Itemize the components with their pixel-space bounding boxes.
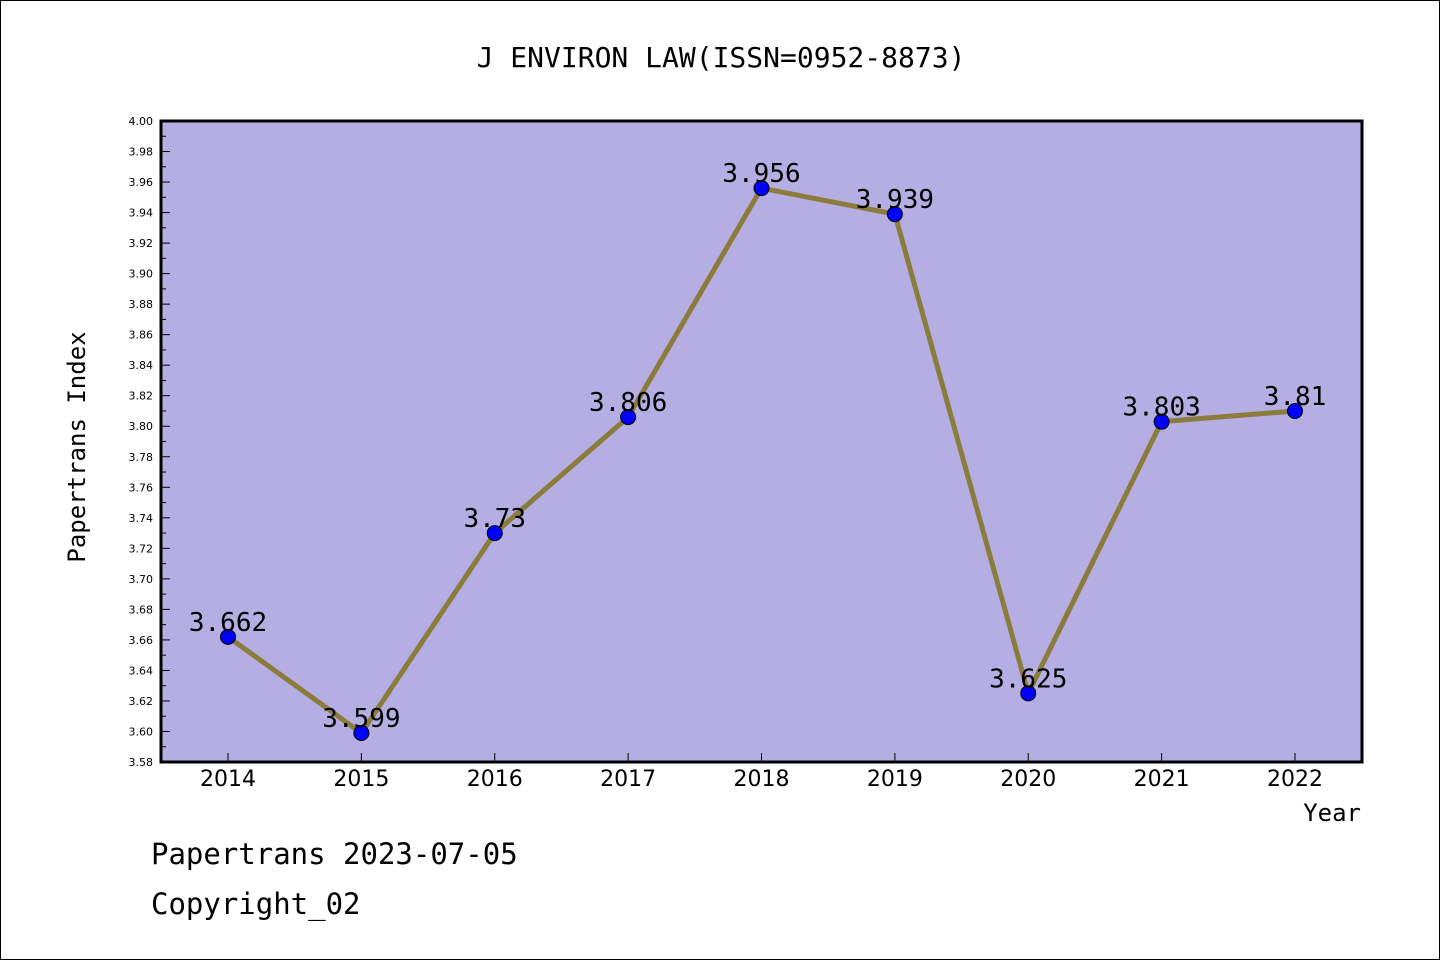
footer-date: Papertrans 2023-07-05 xyxy=(151,837,518,871)
data-point xyxy=(220,628,236,645)
data-label: 3.939 xyxy=(856,185,934,215)
data-label: 3.956 xyxy=(722,159,800,189)
y-tick-label: 3.84 xyxy=(129,359,154,372)
y-tick-label: 3.70 xyxy=(129,573,154,586)
data-label: 3.803 xyxy=(1122,393,1200,423)
footer-copyright: Copyright_02 xyxy=(151,887,361,921)
x-tick-label: 2019 xyxy=(867,767,923,792)
y-tick-label: 3.92 xyxy=(129,237,154,250)
y-tick-label: 3.78 xyxy=(129,451,154,464)
data-label: 3.599 xyxy=(322,704,400,734)
x-axis: 2014 2015 2016 2017 2018 2019 2020 2021 2022 xyxy=(200,753,1323,792)
data-label: 3.625 xyxy=(989,664,1067,694)
data-label: 3.662 xyxy=(189,608,267,638)
series-markers xyxy=(220,180,1303,742)
y-tick-label: 3.72 xyxy=(129,542,154,555)
x-axis-label: Year xyxy=(1303,799,1361,827)
y-tick-label: 3.96 xyxy=(129,176,154,189)
data-point xyxy=(886,206,903,223)
y-tick-label: 3.68 xyxy=(129,603,154,616)
plot-border xyxy=(159,119,1364,764)
y-tick-label: 3.94 xyxy=(129,207,154,220)
y-axis-label: Papertrans Index xyxy=(63,331,91,562)
y-tick-label: 4.00 xyxy=(129,115,154,128)
y-tick-label: 3.82 xyxy=(129,390,154,403)
data-point xyxy=(353,725,370,742)
y-tick-label: 3.76 xyxy=(129,481,154,494)
y-tick-label: 3.64 xyxy=(129,664,154,677)
y-tick-label: 3.88 xyxy=(129,298,154,311)
x-tick-label: 2018 xyxy=(734,767,790,792)
data-point xyxy=(1153,413,1170,430)
y-axis: 3.58 3.60 3.62 3.64 3.66 3.68 3.70 3.72 3.74 3.76… xyxy=(129,115,170,769)
data-point xyxy=(1287,402,1303,419)
data-label: 3.73 xyxy=(463,504,526,534)
y-tick-label: 3.98 xyxy=(129,146,154,159)
x-tick-label: 2022 xyxy=(1267,767,1323,792)
y-tick-label: 3.60 xyxy=(129,725,154,738)
y-tick-label: 3.80 xyxy=(129,420,154,433)
y-tick-label: 3.66 xyxy=(129,634,154,647)
x-tick-label: 2016 xyxy=(467,767,523,792)
data-point xyxy=(620,409,637,426)
x-tick-label: 2017 xyxy=(600,767,656,792)
data-label: 3.806 xyxy=(589,388,667,418)
y-tick-label: 3.62 xyxy=(129,695,154,708)
chart-title: J ENVIRON LAW(ISSN=0952-8873) xyxy=(477,41,966,74)
data-label: 3.81 xyxy=(1264,382,1327,412)
x-tick-label: 2014 xyxy=(200,767,256,792)
y-tick-label: 3.90 xyxy=(129,268,154,281)
y-tick-label: 3.86 xyxy=(129,329,154,342)
data-point xyxy=(753,180,770,197)
plot-area xyxy=(161,121,1362,762)
x-tick-label: 2015 xyxy=(333,767,389,792)
data-point xyxy=(486,525,503,542)
x-tick-label: 2020 xyxy=(1000,767,1056,792)
data-labels: 3.662 3.599 3.73 3.806 3.956 3.939 3.625 3.803 3… xyxy=(189,159,1326,734)
data-point xyxy=(1020,685,1037,702)
y-tick-label: 3.74 xyxy=(129,512,154,525)
y-tick-label: 3.58 xyxy=(129,756,154,769)
x-tick-label: 2021 xyxy=(1134,767,1190,792)
